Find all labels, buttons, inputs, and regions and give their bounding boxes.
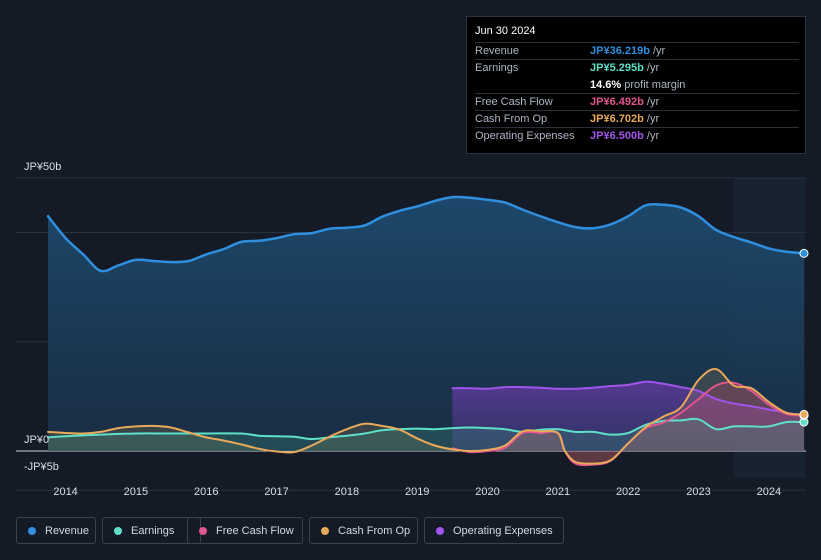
- x-tick-label: 2022: [616, 486, 640, 498]
- x-tick-label: 2018: [335, 486, 359, 498]
- tooltip-unit-margin: profit margin: [624, 79, 686, 91]
- tooltip-unit-earnings: /yr: [646, 62, 660, 74]
- x-tick-label: 2023: [686, 486, 710, 498]
- tooltip-unit-cfo: /yr: [646, 113, 660, 125]
- x-tick-label: 2014: [53, 486, 77, 498]
- tooltip-value-cfo: JP¥6.702b: [590, 113, 644, 125]
- tooltip-panel: Jun 30 2024 Revenue JP¥36.219b /yr Earni…: [466, 16, 806, 154]
- legend-dot-opex: [436, 527, 444, 535]
- tooltip-unit-fcf: /yr: [646, 96, 660, 108]
- tooltip-label-revenue: Revenue: [475, 45, 520, 57]
- y-label-top: JP¥50b: [24, 161, 61, 173]
- series-areas: [48, 196, 804, 466]
- marker-cash-from-op: [799, 409, 809, 419]
- series-lines: [46, 195, 806, 467]
- x-tick-label: 2020: [475, 486, 499, 498]
- line-cash-from-op: [47, 368, 805, 465]
- x-tick-label: 2016: [194, 486, 218, 498]
- tooltip-value-revenue: JP¥36.219b: [590, 45, 650, 57]
- x-tick-label: 2015: [124, 486, 148, 498]
- legend-dot-fcf: [199, 527, 207, 535]
- area-cash-from-op: [48, 369, 804, 464]
- tooltip-row-cfo: Cash From Op JP¥6.702b /yr: [475, 110, 799, 128]
- tooltip-value-earnings: JP¥5.295b: [590, 62, 644, 74]
- legend-item-revenue[interactable]: Revenue: [16, 517, 96, 544]
- line-earnings: [47, 417, 805, 441]
- tooltip-value-margin: 14.6%: [590, 79, 622, 91]
- tooltip-label-earnings: Earnings: [475, 62, 519, 74]
- line-revenue: [46, 195, 806, 273]
- series-markers: [799, 248, 809, 427]
- tooltip-row-margin: 14.6% profit margin: [475, 76, 799, 94]
- tooltip-value-opex: JP¥6.500b: [590, 130, 644, 142]
- tooltip-label-cfo: Cash From Op: [475, 113, 548, 125]
- legend-item-opex[interactable]: Operating Expenses: [424, 517, 564, 544]
- tooltip-row-opex: Operating Expenses JP¥6.500b /yr: [475, 127, 799, 145]
- tooltip-row-earnings: Earnings JP¥5.295b /yr: [475, 59, 799, 77]
- legend-label-revenue: Revenue: [45, 525, 90, 537]
- y-label-zero: JP¥0: [24, 434, 49, 446]
- tooltip-unit-opex: /yr: [646, 130, 660, 142]
- tooltip-label-fcf: Free Cash Flow: [475, 96, 553, 108]
- legend-dot-revenue: [28, 527, 36, 535]
- x-tick-label: 2019: [405, 486, 429, 498]
- x-tick-label: 2017: [264, 486, 288, 498]
- marker-revenue: [799, 248, 809, 258]
- line-operating-expenses: [451, 380, 805, 417]
- tooltip-row-revenue: Revenue JP¥36.219b /yr: [475, 42, 799, 60]
- tooltip-row-fcf: Free Cash Flow JP¥6.492b /yr: [475, 93, 799, 111]
- tooltip-unit-revenue: /yr: [653, 45, 666, 57]
- tooltip-date: Jun 30 2024: [475, 25, 536, 37]
- legend-item-cfo[interactable]: Cash From Op: [309, 517, 418, 544]
- x-tick-label: 2024: [757, 486, 781, 498]
- x-tick-label: 2021: [546, 486, 570, 498]
- tooltip-value-fcf: JP¥6.492b: [590, 96, 644, 108]
- tooltip-label-opex: Operating Expenses: [475, 130, 575, 142]
- area-free-cash-flow: [452, 382, 804, 466]
- y-label-bottom: -JP¥5b: [24, 461, 59, 473]
- legend-item-fcf[interactable]: Free Cash Flow: [187, 517, 303, 544]
- legend-label-opex: Operating Expenses: [453, 525, 553, 537]
- legend-label-fcf: Free Cash Flow: [216, 525, 294, 537]
- legend-label-cfo: Cash From Op: [338, 525, 411, 537]
- x-axis-ticks: 2014 2015 2016 2017 2018 2019 2020 2021 2022 2023…: [53, 486, 781, 498]
- legend-label-earnings: Earnings: [131, 525, 175, 537]
- legend-dot-earnings: [114, 527, 122, 535]
- legend-dot-cfo: [321, 527, 329, 535]
